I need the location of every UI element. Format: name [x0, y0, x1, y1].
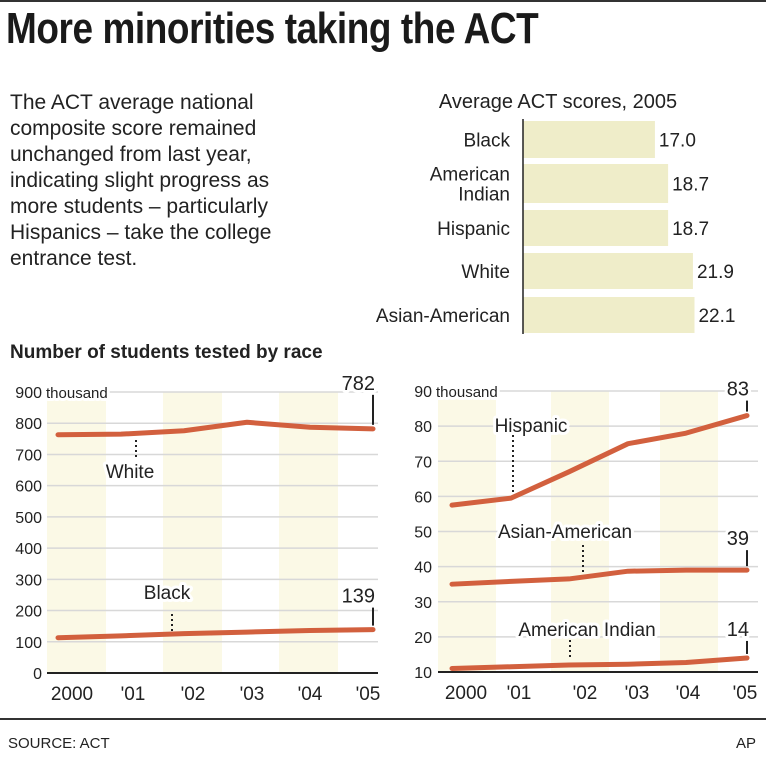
x-tick-label: 2000	[51, 684, 93, 705]
page-title: More minorities taking the ACT	[6, 4, 539, 53]
y-tick-label: 20	[414, 630, 432, 647]
intro-text: The ACT average national composite score…	[10, 90, 340, 272]
series-label: Asian-American	[498, 522, 632, 543]
y-tick-label: 900	[15, 385, 42, 402]
bar-category-label: Hispanic	[437, 219, 510, 240]
series-label: Black	[144, 583, 191, 604]
intro-line: composite score remained	[10, 117, 257, 140]
x-tick-label: '04	[676, 683, 701, 704]
end-value-label: 782	[342, 373, 375, 395]
year-band	[47, 392, 106, 673]
intro-line: more students – particularly	[10, 195, 268, 218]
x-tick-label: '03	[240, 684, 265, 705]
intro-line: indicating slight progress as	[10, 169, 270, 192]
line-hispanic	[449, 413, 750, 508]
y-tick-label: 100	[15, 635, 42, 652]
y-tick-label: 30	[414, 595, 432, 612]
x-tick-label: '05	[733, 683, 758, 704]
x-tick-label: '01	[121, 684, 146, 705]
series-label: White	[106, 462, 155, 483]
bar-value-label: 22.1	[698, 306, 735, 327]
bar-value-label: 17.0	[659, 131, 696, 152]
bar-hispanic	[523, 210, 669, 246]
x-tick-label: '02	[181, 684, 206, 705]
y-unit-label: thousand	[436, 384, 498, 401]
top-rule	[0, 0, 766, 2]
x-tick-label: '02	[573, 683, 598, 704]
bar-value-label: 18.7	[672, 175, 709, 196]
section-title: Number of students tested by race	[10, 342, 323, 363]
y-tick-label: 80	[414, 419, 432, 436]
bar-value-label: 21.9	[697, 262, 734, 283]
bar-chart-title: Average ACT scores, 2005	[439, 91, 677, 113]
x-tick-label: '04	[298, 684, 323, 705]
year-band	[163, 392, 222, 673]
end-value-label: 83	[727, 379, 749, 401]
y-tick-label: 700	[15, 447, 42, 464]
y-tick-label: 50	[414, 525, 432, 542]
intro-line: unchanged from last year,	[10, 143, 252, 166]
bar-category-label: Indian	[458, 185, 510, 206]
y-tick-label: 200	[15, 604, 42, 621]
x-tick-label: '03	[625, 683, 650, 704]
y-tick-label: 500	[15, 510, 42, 527]
end-value-label: 39	[727, 528, 749, 550]
bar-category-label: American	[430, 165, 510, 186]
bar-value-label: 18.7	[672, 219, 709, 240]
y-tick-label: 0	[33, 666, 42, 683]
y-tick-label: 300	[15, 572, 42, 589]
line-white	[55, 419, 376, 438]
bar-category-label: Black	[464, 131, 511, 152]
y-tick-label: 40	[414, 560, 432, 577]
y-tick-label: 60	[414, 489, 432, 506]
bar-black	[523, 121, 655, 158]
y-tick-label: 70	[414, 454, 432, 471]
y-unit-label: thousand	[46, 385, 108, 402]
bottom-rule	[0, 718, 766, 720]
intro-line: Hispanics – take the college	[10, 221, 272, 244]
bar-category-label: Asian-American	[376, 306, 510, 327]
series-label: American Indian	[518, 620, 655, 641]
y-tick-label: 600	[15, 479, 42, 496]
line-american-indian	[449, 655, 750, 671]
y-tick-label: 400	[15, 541, 42, 558]
end-value-label: 14	[727, 619, 749, 641]
end-value-label: 139	[342, 586, 375, 608]
intro-line: entrance test.	[10, 247, 138, 270]
x-tick-label: 2000	[445, 683, 487, 704]
y-tick-label: 90	[414, 384, 432, 401]
bar-asian-american	[523, 297, 695, 333]
credit-text: AP	[735, 735, 756, 752]
bar-category-label: White	[461, 262, 510, 283]
bar-american-indian	[523, 164, 669, 203]
bar-white	[523, 253, 693, 289]
series-label: Hispanic	[495, 416, 568, 437]
source-text: SOURCE: ACT	[8, 735, 110, 752]
intro-line: The ACT average national	[10, 91, 254, 114]
y-tick-label: 10	[414, 665, 432, 682]
line-black	[55, 627, 376, 641]
x-tick-label: '01	[507, 683, 532, 704]
y-tick-label: 800	[15, 416, 42, 433]
line-asian-american	[449, 567, 750, 587]
year-band	[279, 392, 338, 673]
x-tick-label: '05	[356, 684, 381, 705]
